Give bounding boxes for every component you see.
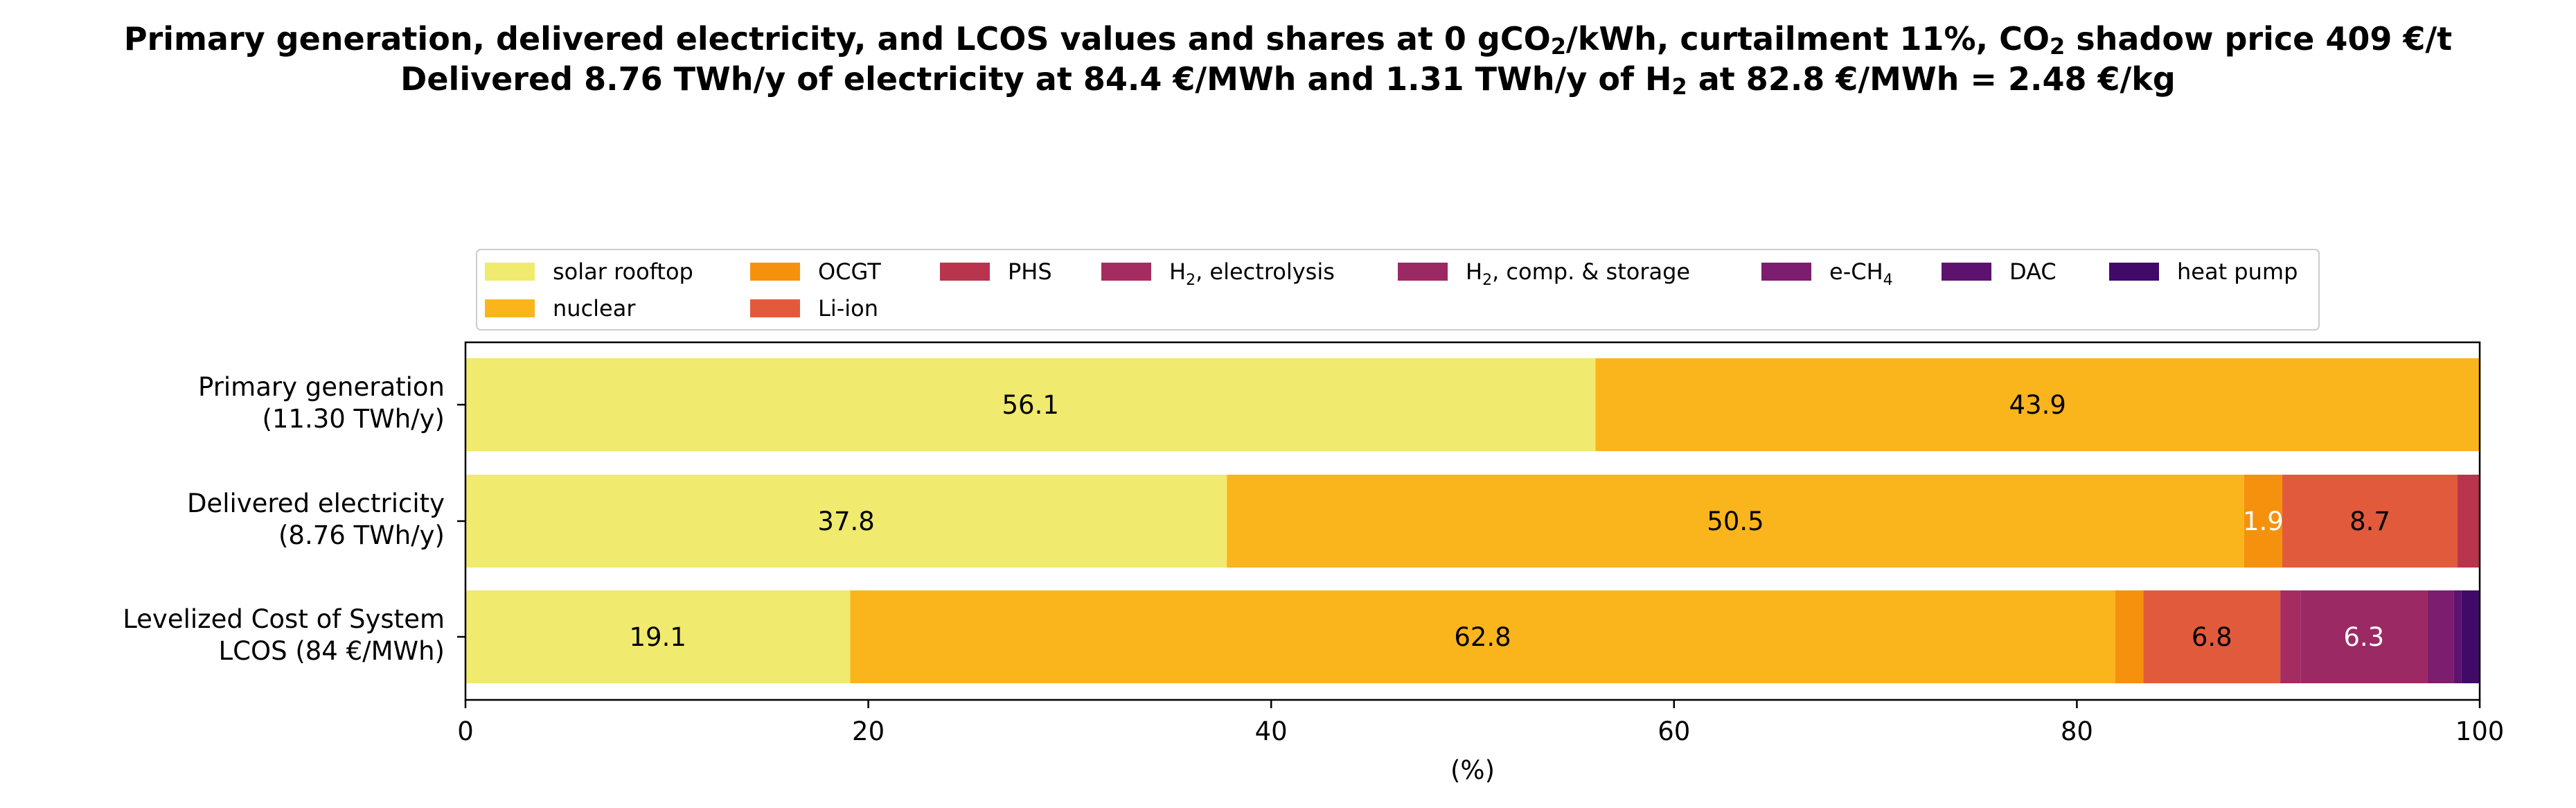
legend-label: Li-ion — [818, 295, 878, 322]
bar-segment — [1227, 475, 2244, 568]
bar-value-label: 6.3 — [2343, 622, 2384, 652]
legend-label: H2, comp. & storage — [1466, 258, 1690, 289]
legend-swatch — [485, 263, 535, 281]
x-tick-label: 100 — [2455, 717, 2505, 746]
chart-title-line-2: Delivered 8.76 TWh/y of electricity at 8… — [400, 60, 2176, 100]
legend-label: DAC — [2009, 258, 2057, 285]
legend-item: solar rooftop — [485, 258, 693, 285]
legend-label: nuclear — [553, 295, 636, 322]
legend-swatch — [1761, 263, 1811, 281]
bar-value-label: 1.9 — [2243, 507, 2284, 536]
legend-item: OCGT — [750, 258, 881, 285]
bar-value-label: 19.1 — [630, 622, 686, 652]
y-tick-label: Levelized Cost of System LCOS (84 €/MWh) — [123, 604, 445, 666]
legend-label: H2, electrolysis — [1169, 258, 1335, 289]
chart-title-line-1: Primary generation, delivered electricit… — [123, 20, 2453, 60]
bar-segment — [465, 590, 851, 683]
legend-swatch — [750, 263, 800, 281]
x-axis-label: (%) — [1450, 755, 1495, 785]
bar-segment — [2300, 590, 2428, 683]
legend-swatch — [940, 263, 990, 281]
legend-swatch — [1398, 263, 1448, 281]
legend-item: nuclear — [485, 295, 636, 322]
legend-label: OCGT — [818, 258, 881, 285]
legend-swatch — [2109, 263, 2159, 281]
bar-segment — [2427, 590, 2454, 683]
bar-segment — [850, 590, 2115, 683]
y-tick-label: Primary generation (11.30 TWh/y) — [198, 372, 445, 434]
bar-value-label: 50.5 — [1707, 507, 1764, 536]
legend: solar rooftop nuclear OCGT Li-ion PHS H2, ele… — [476, 249, 2320, 331]
legend-label: solar rooftop — [553, 258, 693, 285]
legend-swatch — [485, 299, 535, 317]
bar-segment — [2244, 475, 2283, 568]
legend-item: Li-ion — [750, 295, 878, 322]
legend-item: PHS — [940, 258, 1052, 285]
legend-item: DAC — [1942, 258, 2057, 285]
legend-frame — [476, 249, 2320, 331]
x-tick-label: 0 — [457, 717, 474, 746]
bar-segment — [2461, 590, 2480, 683]
legend-label: PHS — [1008, 258, 1052, 285]
x-tick-label: 80 — [2061, 717, 2093, 746]
bar-segment — [2453, 590, 2462, 683]
legend-item: heat pump — [2109, 258, 2298, 285]
bar-segment — [465, 358, 1596, 451]
legend-swatch — [750, 299, 800, 317]
legend-item: e-CH4 — [1761, 258, 1893, 289]
bar-segment — [2115, 590, 2144, 683]
bar-value-label: 62.8 — [1454, 622, 1511, 652]
bar-segment — [2280, 590, 2301, 683]
x-tick-label: 40 — [1255, 717, 1288, 746]
x-tick-label: 20 — [852, 717, 885, 746]
x-axis: 0 20 40 60 80 100 — [457, 700, 2504, 746]
bar-value-label: 6.8 — [2192, 622, 2232, 652]
legend-label: e-CH4 — [1829, 258, 1893, 289]
legend-swatch — [1942, 263, 1991, 281]
bar-segment — [2143, 590, 2281, 683]
bar-segment — [2458, 475, 2480, 568]
bar-segment — [2282, 475, 2458, 568]
bar-value-label: 43.9 — [2009, 390, 2066, 420]
bar-segment — [465, 475, 1227, 568]
bar-value-label: 8.7 — [2350, 507, 2390, 536]
legend-item: H2, comp. & storage — [1398, 258, 1690, 289]
y-axis: Primary generation (11.30 TWh/y) Delivered… — [123, 372, 465, 666]
bars — [465, 358, 2480, 683]
legend-item: H2, electrolysis — [1101, 258, 1335, 289]
legend-swatch — [1101, 263, 1151, 281]
legend-label: heat pump — [2177, 258, 2298, 285]
bar-value-labels: 56.1 43.9 37.8 50.5 1.9 8.7 19.1 62.8 6.8 6.3 — [630, 390, 2390, 652]
bar-value-label: 37.8 — [817, 507, 874, 536]
bar-segment — [1595, 358, 2480, 451]
y-tick-label: Delivered electricity (8.76 TWh/y) — [187, 489, 445, 550]
bar-value-label: 56.1 — [1002, 390, 1058, 420]
x-tick-label: 60 — [1658, 717, 1690, 746]
